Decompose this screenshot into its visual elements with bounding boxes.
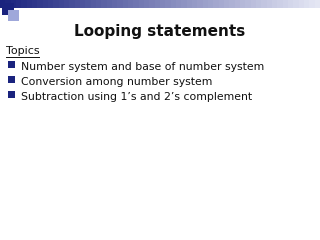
Bar bbox=[240, 0, 246, 8]
Bar bbox=[59, 0, 65, 8]
Bar bbox=[171, 0, 177, 8]
Text: Conversion among number system: Conversion among number system bbox=[21, 77, 212, 87]
Bar bbox=[16, 0, 22, 8]
Bar bbox=[107, 0, 113, 8]
Text: Subtraction using 1’s and 2’s complement: Subtraction using 1’s and 2’s complement bbox=[21, 92, 252, 102]
Bar bbox=[288, 0, 294, 8]
Bar bbox=[91, 0, 97, 8]
Bar bbox=[11, 0, 17, 8]
Bar bbox=[272, 0, 278, 8]
Bar bbox=[123, 0, 129, 8]
Bar bbox=[219, 0, 225, 8]
Bar bbox=[176, 0, 182, 8]
Bar bbox=[197, 0, 204, 8]
Bar bbox=[53, 0, 60, 8]
Bar bbox=[43, 0, 49, 8]
Bar bbox=[8, 10, 19, 21]
Text: Looping statements: Looping statements bbox=[74, 24, 246, 39]
Bar bbox=[144, 0, 150, 8]
Bar bbox=[293, 0, 300, 8]
Bar bbox=[75, 0, 81, 8]
Bar bbox=[165, 0, 172, 8]
Bar bbox=[64, 0, 70, 8]
Bar bbox=[267, 0, 273, 8]
Bar bbox=[2, 3, 14, 15]
Bar bbox=[85, 0, 92, 8]
Bar bbox=[112, 0, 118, 8]
Bar bbox=[96, 0, 102, 8]
Bar bbox=[5, 0, 12, 8]
Bar bbox=[48, 0, 54, 8]
Bar bbox=[224, 0, 230, 8]
Bar bbox=[160, 0, 166, 8]
Bar bbox=[8, 76, 15, 83]
Bar bbox=[277, 0, 284, 8]
Bar bbox=[117, 0, 124, 8]
Bar bbox=[21, 0, 28, 8]
Bar bbox=[213, 0, 220, 8]
Bar bbox=[181, 0, 188, 8]
Bar bbox=[251, 0, 257, 8]
Bar bbox=[0, 0, 6, 8]
Bar bbox=[27, 0, 33, 8]
Bar bbox=[283, 0, 289, 8]
Bar bbox=[69, 0, 76, 8]
Text: Topics: Topics bbox=[6, 46, 40, 56]
Bar bbox=[139, 0, 145, 8]
Bar bbox=[149, 0, 156, 8]
Bar bbox=[128, 0, 134, 8]
Bar bbox=[208, 0, 214, 8]
Bar bbox=[235, 0, 241, 8]
Bar bbox=[80, 0, 86, 8]
Bar bbox=[133, 0, 140, 8]
Bar bbox=[203, 0, 209, 8]
Bar bbox=[309, 0, 316, 8]
Bar bbox=[299, 0, 305, 8]
Bar bbox=[8, 91, 15, 98]
Bar bbox=[229, 0, 236, 8]
Bar bbox=[245, 0, 252, 8]
Bar bbox=[155, 0, 161, 8]
Bar bbox=[37, 0, 44, 8]
Bar bbox=[101, 0, 108, 8]
Bar bbox=[304, 0, 310, 8]
Bar bbox=[261, 0, 268, 8]
Bar bbox=[315, 0, 320, 8]
Text: Number system and base of number system: Number system and base of number system bbox=[21, 62, 264, 72]
Bar bbox=[8, 61, 15, 68]
Bar bbox=[187, 0, 193, 8]
Bar bbox=[256, 0, 262, 8]
Bar bbox=[32, 0, 38, 8]
Bar bbox=[192, 0, 198, 8]
